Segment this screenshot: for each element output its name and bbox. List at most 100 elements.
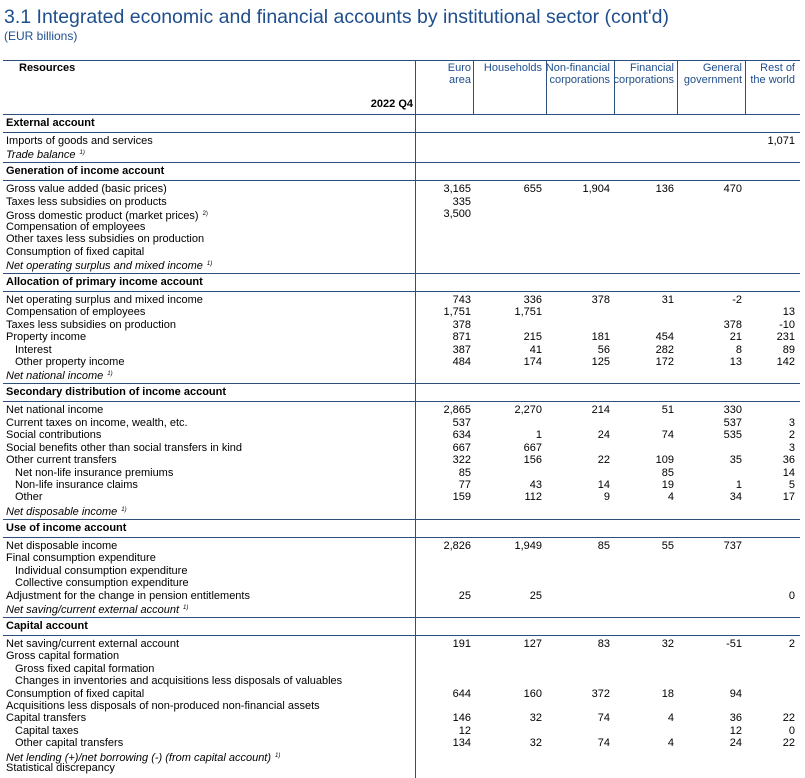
column-header: General government — [683, 62, 742, 86]
row-label: Non-life insurance claims — [15, 478, 138, 492]
row-label: Other current transfers — [6, 453, 117, 467]
row-label: Imports of goods and services — [6, 134, 153, 148]
footnote-mark: 2) — [202, 211, 208, 218]
cell-value: 0 — [788, 724, 795, 737]
cell-value: 191 — [452, 637, 471, 650]
cell-value: 2 — [788, 429, 795, 442]
cell-value: 0 — [788, 589, 795, 602]
rule — [473, 60, 474, 114]
cell-value: 25 — [458, 589, 471, 602]
cell-value: 4 — [667, 737, 674, 750]
cell-value: 3,165 — [443, 183, 471, 196]
row-label: Other taxes less subsidies on production — [6, 232, 204, 246]
cell-value: 55 — [661, 539, 674, 552]
cell-value: 1,071 — [767, 135, 795, 147]
cell-value: 4 — [667, 491, 674, 504]
cell-value: 174 — [523, 356, 542, 369]
cell-value: 2 — [788, 637, 795, 650]
row-label: Social contributions — [6, 428, 101, 442]
rule — [3, 132, 800, 133]
row-label: Consumption of fixed capital — [6, 687, 144, 701]
row-label: Property income — [6, 330, 86, 344]
cell-value: 13 — [782, 306, 795, 319]
cell-value: 215 — [523, 331, 542, 344]
section-title: Use of income account — [6, 521, 127, 534]
row-label-text: Interest — [15, 343, 52, 356]
rule — [3, 162, 800, 163]
cell-value: 871 — [452, 331, 471, 344]
row-label: Other — [15, 490, 43, 504]
cell-value: 3 — [788, 416, 795, 429]
cell-value: 83 — [597, 637, 610, 650]
row-label-text: Net disposable income — [6, 539, 118, 552]
rule — [3, 291, 800, 292]
cell-value: 19 — [661, 478, 674, 491]
cell-value: 35 — [729, 454, 742, 467]
footnote-mark: 1) — [275, 752, 281, 759]
row-label-text: Non-life insurance claims — [15, 478, 138, 491]
row-label-text: Net disposable income — [6, 505, 118, 518]
row-label: Taxes less subsidies on products — [6, 195, 167, 209]
cell-value: 36 — [729, 712, 742, 725]
cell-value: 13 — [729, 356, 742, 369]
cell-value: 2,865 — [443, 404, 471, 417]
row-label: Gross fixed capital formation — [15, 662, 154, 676]
row-label: Net disposable income 1) — [6, 503, 127, 519]
row-label-text: Compensation of employees — [6, 306, 146, 319]
section-title: Generation of income account — [6, 165, 165, 178]
row-label-text: Net lending (+)/net borrowing (-) (from … — [6, 751, 272, 764]
cell-value: 136 — [655, 183, 674, 196]
section-title: Allocation of primary income account — [6, 275, 203, 288]
row-label-text: Consumption of fixed capital — [6, 687, 145, 700]
cell-value: 85 — [597, 539, 610, 552]
row-label-text: Other taxes less subsidies on production — [6, 233, 205, 246]
cell-value: 537 — [723, 416, 742, 429]
rule — [677, 60, 678, 114]
cell-value: 537 — [452, 416, 471, 429]
cell-value: 14 — [597, 478, 610, 491]
row-label-text: Changes in inventories and acquisitions … — [15, 675, 343, 688]
column-header: Non-financial corporations — [545, 62, 610, 86]
row-label-text: Net national income — [6, 370, 104, 383]
row-label-text: Collective consumption expenditure — [15, 577, 189, 590]
cell-value: 454 — [655, 331, 674, 344]
row-label: Other capital transfers — [15, 736, 123, 750]
row-label-text: Net operating surplus and mixed income — [6, 259, 203, 272]
cell-value: 2,270 — [514, 404, 542, 417]
cell-value: 32 — [529, 712, 542, 725]
cell-value: 172 — [655, 356, 674, 369]
cell-value: 535 — [723, 429, 742, 442]
cell-value: 74 — [597, 737, 610, 750]
cell-value: 8 — [735, 343, 742, 356]
row-label: Capital taxes — [15, 724, 79, 738]
cell-value: 484 — [452, 356, 471, 369]
cell-value: 77 — [458, 478, 471, 491]
rule — [745, 60, 746, 114]
row-label: Social benefits other than social transf… — [6, 441, 242, 455]
cell-value: 5 — [788, 478, 795, 491]
row-label: Trade balance 1) — [6, 146, 85, 162]
row-label-text: Final consumption expenditure — [6, 552, 156, 565]
cell-value: 159 — [452, 491, 471, 504]
row-label-text: Imports of goods and services — [6, 135, 153, 147]
row-label: Gross value added (basic prices) — [6, 182, 167, 196]
row-label: Compensation of employees — [6, 305, 145, 319]
row-label-text: Individual consumption expenditure — [15, 564, 188, 577]
column-header: Rest of the world — [750, 62, 795, 86]
rule — [3, 273, 800, 274]
cell-value: 322 — [452, 454, 471, 467]
row-label: Current taxes on income, wealth, etc. — [6, 416, 188, 430]
column-header: Financial corporations — [613, 62, 674, 86]
cell-value: 142 — [776, 356, 795, 369]
cell-value: 1 — [535, 429, 542, 442]
cell-value: 743 — [452, 293, 471, 306]
row-label-text: Trade balance — [6, 149, 76, 162]
row-label-text: Other property income — [15, 356, 125, 369]
cell-value: 156 — [523, 454, 542, 467]
cell-value: 17 — [782, 491, 795, 504]
row-label: Adjustment for the change in pension ent… — [6, 589, 250, 603]
row-label-text: Social benefits other than social transf… — [6, 441, 243, 454]
row-label: Capital transfers — [6, 711, 86, 725]
row-label: Acquisitions less disposals of non-produ… — [6, 699, 320, 713]
footnote-mark: 1) — [206, 260, 213, 267]
